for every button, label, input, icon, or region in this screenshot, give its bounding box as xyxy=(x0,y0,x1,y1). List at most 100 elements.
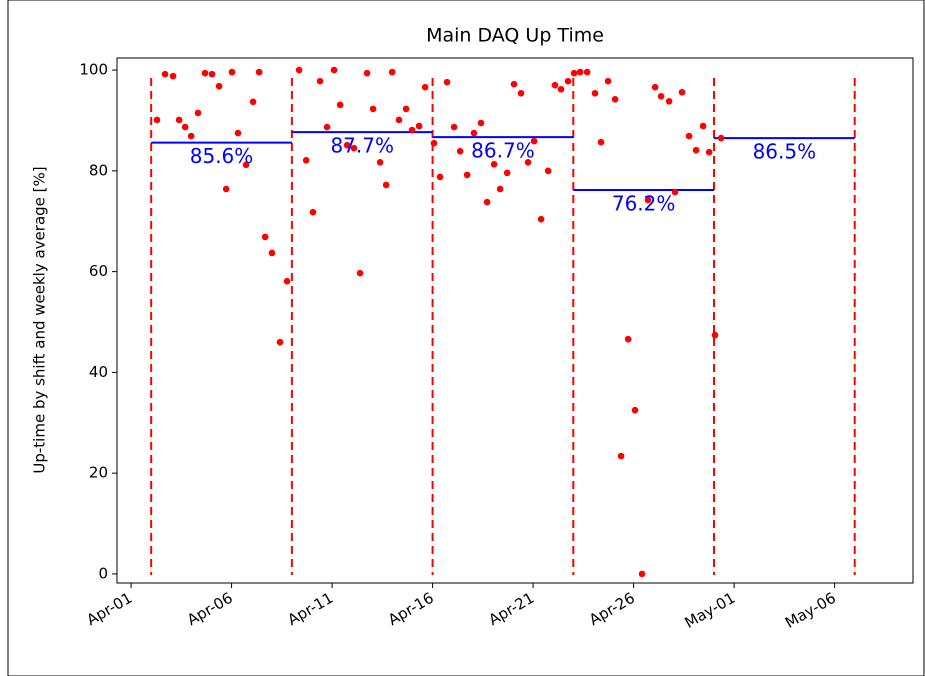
y-tick-label: 20 xyxy=(89,464,108,482)
data-point xyxy=(242,161,250,169)
data-point xyxy=(436,173,444,181)
data-point xyxy=(477,119,485,127)
average-label: 86.7% xyxy=(471,139,535,163)
data-point xyxy=(717,134,725,142)
data-point xyxy=(699,122,707,130)
x-tick-label: Apr-21 xyxy=(485,589,537,629)
data-point xyxy=(316,77,324,85)
data-point xyxy=(611,96,619,103)
data-point xyxy=(376,158,384,166)
data-point xyxy=(510,80,518,88)
data-point xyxy=(692,146,700,154)
data-point xyxy=(685,132,693,140)
data-point xyxy=(711,331,719,339)
data-point xyxy=(651,83,659,91)
data-point xyxy=(187,132,195,140)
data-point xyxy=(551,81,559,89)
data-point xyxy=(604,77,612,85)
data-point xyxy=(678,88,686,96)
data-point xyxy=(576,68,584,76)
plot-area xyxy=(116,57,914,584)
data-point xyxy=(369,105,377,113)
data-point xyxy=(564,77,572,85)
data-point xyxy=(194,109,202,117)
data-point xyxy=(201,69,209,77)
x-tick-label: May-06 xyxy=(782,589,839,632)
data-point xyxy=(336,101,344,109)
data-point xyxy=(249,98,257,106)
data-point xyxy=(363,69,371,77)
frame xyxy=(7,0,925,676)
x-tick-label: Apr-16 xyxy=(385,589,437,629)
data-point xyxy=(443,78,451,86)
data-point xyxy=(644,196,652,204)
data-point xyxy=(524,158,532,166)
chart-title: Main DAQ Up Time xyxy=(426,25,604,47)
data-point xyxy=(234,129,242,137)
data-point xyxy=(570,69,578,77)
data-point xyxy=(181,123,189,131)
data-point xyxy=(463,171,471,179)
data-point xyxy=(309,208,317,216)
y-tick-label: 60 xyxy=(89,262,108,280)
data-point xyxy=(261,233,269,241)
y-tick-label: 0 xyxy=(98,564,108,582)
data-point xyxy=(388,68,396,76)
data-point xyxy=(496,185,504,193)
data-point xyxy=(395,116,403,124)
data-point xyxy=(557,85,565,93)
data-point xyxy=(343,141,351,149)
data-point xyxy=(657,92,665,100)
x-tick-label: Apr-01 xyxy=(83,589,135,629)
data-point xyxy=(638,570,646,578)
data-point xyxy=(597,138,605,146)
data-point xyxy=(537,215,545,223)
data-point xyxy=(350,144,358,152)
data-point xyxy=(330,66,338,74)
data-point xyxy=(268,249,276,257)
data-point xyxy=(421,83,429,91)
data-point xyxy=(530,137,538,145)
average-label: 86.5% xyxy=(753,140,817,164)
data-point xyxy=(408,126,416,134)
y-axis-label: Up-time by shift and weekly average [%] xyxy=(31,166,49,473)
data-point xyxy=(382,181,390,189)
data-point xyxy=(591,89,599,97)
data-point xyxy=(208,70,216,78)
data-point xyxy=(665,98,673,105)
x-tick-label: Apr-26 xyxy=(586,589,638,629)
y-tick-label: 80 xyxy=(89,161,108,179)
data-point xyxy=(302,156,310,164)
data-point xyxy=(517,89,525,97)
average-label: 87.7% xyxy=(330,134,394,158)
data-point xyxy=(175,116,183,124)
data-point xyxy=(215,82,223,90)
data-point xyxy=(161,70,169,78)
data-point xyxy=(671,188,679,196)
data-point xyxy=(153,116,161,124)
data-point xyxy=(222,185,230,193)
data-point xyxy=(450,123,458,131)
average-label: 85.6% xyxy=(190,144,254,168)
data-point xyxy=(470,129,478,137)
data-point xyxy=(583,68,591,76)
data-point xyxy=(169,72,177,80)
x-tick-label: Apr-11 xyxy=(284,589,336,629)
data-point xyxy=(624,335,632,343)
x-tick-label: Apr-06 xyxy=(184,589,236,629)
data-point xyxy=(490,161,498,168)
data-point xyxy=(323,123,331,131)
data-point xyxy=(228,68,236,76)
data-point xyxy=(631,406,639,414)
data-point xyxy=(295,66,303,74)
data-point xyxy=(255,68,263,76)
data-point xyxy=(617,452,625,460)
data-point xyxy=(503,169,511,177)
data-point xyxy=(276,338,284,346)
data-point xyxy=(544,167,552,175)
data-point xyxy=(705,148,713,156)
data-point xyxy=(456,147,464,155)
data-point xyxy=(430,139,438,147)
data-point xyxy=(415,122,423,130)
